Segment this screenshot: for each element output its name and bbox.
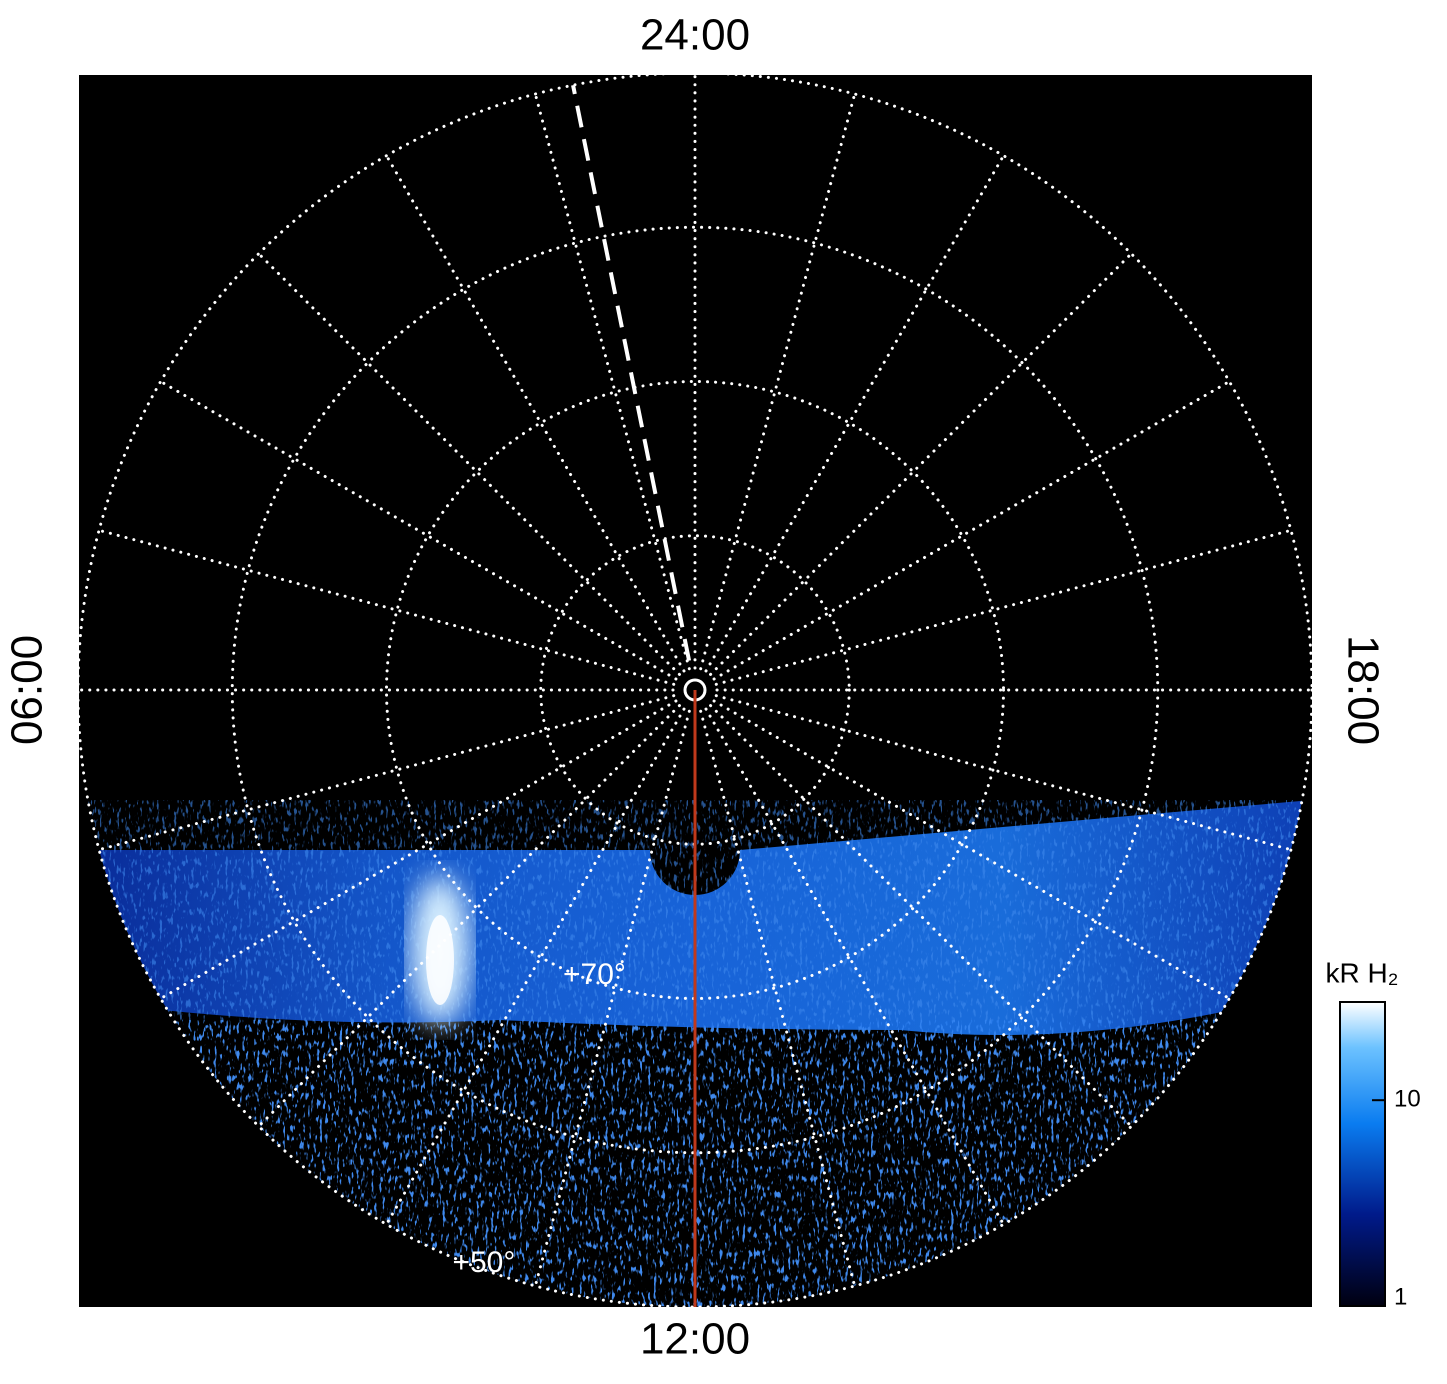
colorbar-tick-label: 1 [1394, 1283, 1407, 1310]
colorbar [1339, 1001, 1386, 1307]
colorbar-label: kR H₂ [1325, 957, 1398, 988]
colorbar-tick-label: 10 [1394, 1086, 1421, 1113]
local-time-label: 06:00 [3, 635, 52, 745]
local-time-label: 24:00 [640, 11, 750, 60]
bright-core [426, 915, 454, 1005]
dashed-meridian [571, 84, 692, 661]
latitude-ring [76, 71, 1314, 1309]
local-time-label: 18:00 [1338, 635, 1387, 745]
latitude-label: +50° [452, 1246, 515, 1279]
latitude-ring [230, 225, 1160, 1155]
local-time-label: 12:00 [640, 1315, 750, 1364]
latitude-label: +70° [563, 958, 626, 991]
latitude-ring [385, 380, 1005, 1000]
